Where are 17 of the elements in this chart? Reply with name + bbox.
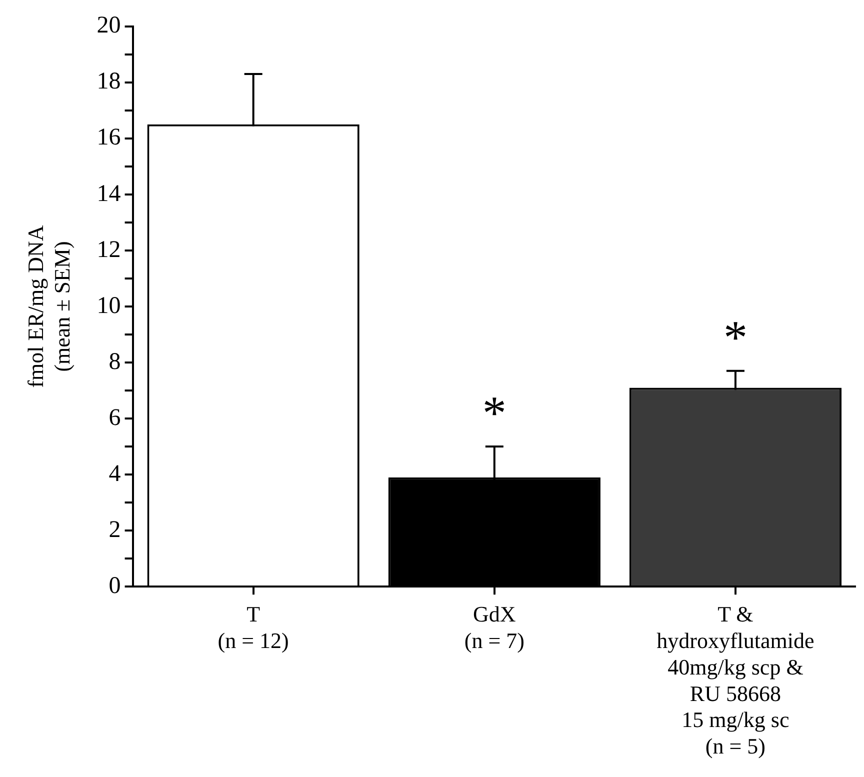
y-tick-label: 14 [96,180,121,207]
y-tick-label: 6 [108,404,121,431]
annotation: * [723,312,748,365]
y-tick-label: 10 [96,292,121,319]
y-tick-label: 2 [108,516,121,543]
x-tick-label: GdX (n = 7) [464,602,524,653]
x-tick-label: T (n = 12) [218,602,289,653]
y-tick-label: 18 [96,68,121,95]
y-tick-label: 20 [96,12,121,39]
y-tick-label: 16 [96,124,121,151]
y-axis-title: fmol ER/mg DNA (mean ± SEM) [22,225,74,388]
annotation: * [482,387,506,440]
x-tick-label: T & hydroxyflutamide 40mg/kg scp & RU 58668 15 mg/kg sc (n = 5) [656,602,814,759]
y-tick-label: 8 [108,348,121,375]
y-tick-label: 4 [108,460,121,487]
y-tick-label: 0 [108,572,121,599]
y-tick-label: 12 [96,236,121,263]
